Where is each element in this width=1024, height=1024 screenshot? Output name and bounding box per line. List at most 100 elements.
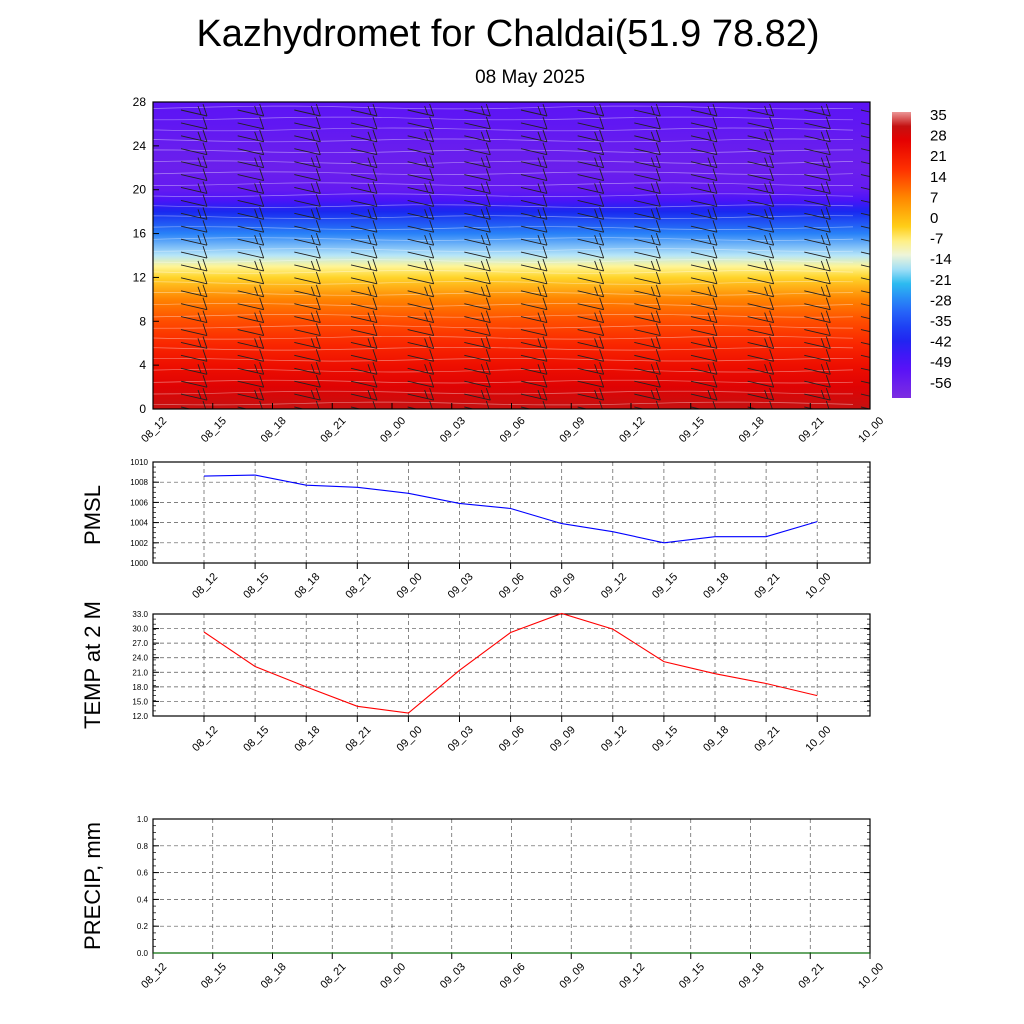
y-tick-label: 24 [133, 139, 147, 153]
wind-barb [180, 168, 208, 182]
barb-flag [202, 362, 208, 375]
barb-flag [825, 129, 831, 142]
wind-barb [577, 323, 605, 336]
wind-barb [690, 155, 718, 169]
contour-line [153, 325, 854, 329]
wind-barb [860, 161, 870, 165]
barb-flag [599, 168, 605, 181]
barb-flag [315, 155, 321, 168]
barb-shaft [690, 148, 718, 156]
barb-flag [883, 349, 887, 361]
barb-shaft [520, 329, 548, 336]
barb-flag [259, 155, 265, 168]
barb-flag [712, 181, 718, 194]
contour-line [153, 270, 854, 274]
barb-flag [825, 400, 830, 409]
barb-flag [599, 297, 605, 310]
barb-shaft [407, 329, 434, 336]
barb-shaft [690, 174, 718, 182]
wind-barb [237, 349, 265, 362]
wind-barb [407, 155, 435, 169]
barb-flag [542, 336, 548, 349]
temperature-profile-panel: 0 4 8 12 16 20 24 28 08_12 08_15 08_18 08_21 09_00 0… [133, 95, 887, 445]
y-tick-label: 21.0 [132, 668, 148, 677]
barb-shaft [180, 341, 208, 349]
barb-flag [883, 143, 887, 155]
wind-barb [577, 349, 605, 362]
barb-shaft [407, 277, 434, 285]
barb-shaft [577, 109, 604, 117]
barb-flag [259, 181, 265, 194]
barb-flag [707, 260, 712, 270]
barb-flag [712, 336, 718, 349]
barb-flag [820, 312, 825, 322]
wind-barb [634, 387, 661, 401]
barb-flag [485, 181, 491, 194]
wind-barb [237, 310, 265, 324]
barb-flag [769, 168, 775, 181]
barb-shaft [634, 238, 661, 246]
barb-shaft [180, 290, 208, 298]
barb-shaft [577, 251, 604, 259]
barb-flag [259, 142, 265, 155]
wind-barb [237, 181, 265, 194]
wind-barb [690, 310, 718, 324]
barb-shaft [180, 354, 208, 362]
barb-flag [712, 142, 718, 155]
barb-flag [707, 157, 712, 167]
barb-shaft [294, 303, 321, 311]
wind-barb [860, 122, 870, 126]
barb-flag [424, 209, 429, 218]
barb-flag [315, 336, 321, 349]
barb-flag [883, 233, 887, 245]
x-tick-label: 09_00 [378, 415, 408, 445]
barb-flag [315, 116, 321, 130]
wind-barb [237, 245, 265, 259]
wind-barb [804, 232, 831, 246]
barb-shaft [747, 264, 774, 272]
wind-barb [747, 375, 775, 388]
wind-barb [407, 310, 435, 324]
contour-line [153, 259, 854, 263]
wind-barb [860, 135, 870, 139]
wind-barb [747, 220, 775, 233]
wind-barb [860, 109, 870, 113]
wind-barb [690, 284, 718, 298]
barb-shaft [634, 329, 661, 336]
barb-flag [372, 310, 378, 323]
barb-flag [712, 116, 718, 130]
barb-flag [254, 260, 259, 270]
barb-flag [599, 129, 605, 142]
wind-barb [350, 116, 378, 130]
wind-barb [407, 129, 435, 143]
wind-barb [860, 187, 870, 191]
temperature-field [153, 102, 870, 409]
barb-flag [424, 312, 429, 322]
barb-shaft [577, 212, 604, 220]
barb-flag [259, 297, 265, 310]
wind-barb [634, 220, 661, 233]
wind-barb [804, 181, 831, 194]
wind-barb [180, 284, 208, 298]
barb-flag [259, 400, 263, 409]
barb-flag [485, 310, 491, 323]
barb-flag [825, 387, 831, 401]
barb-flag [315, 207, 321, 220]
x-tick-label: 09_06 [497, 724, 527, 754]
barb-flag [712, 387, 718, 401]
x-tick-label: 08_12 [190, 724, 220, 754]
barb-flag [372, 271, 378, 285]
barb-shaft [180, 199, 208, 207]
wind-barb [350, 400, 377, 409]
wind-barb [747, 129, 775, 143]
wind-barb [520, 142, 548, 156]
contour-line [153, 215, 854, 219]
barb-flag [429, 297, 435, 310]
barb-shaft [747, 187, 774, 194]
y-tick-label: 1004 [130, 519, 148, 528]
barb-flag [259, 232, 265, 246]
barb-shaft [804, 122, 831, 130]
barb-flag [202, 349, 208, 362]
barb-flag [599, 336, 605, 349]
barb-flag [480, 286, 485, 296]
